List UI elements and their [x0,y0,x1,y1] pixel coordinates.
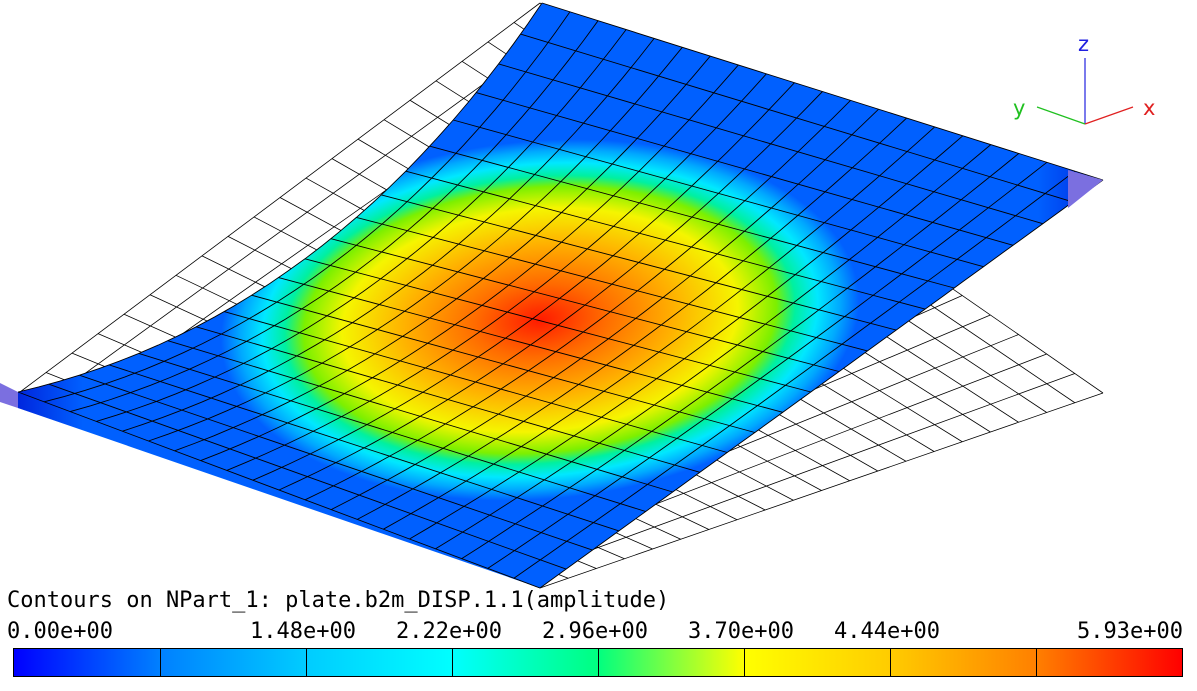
deformed-mesh-line [200,64,739,462]
x-axis-line [1084,106,1134,125]
deformed-mesh-line [174,55,711,452]
deformed-mesh-line [278,91,823,491]
colorbar-tick-label: 0.00e+00 [7,619,113,644]
surface-shading [18,3,1103,588]
deformed-mesh-line [539,179,1104,589]
colorbar-divider [306,649,307,676]
contour-fill [18,3,1103,588]
deformed-mesh-line [226,73,767,471]
support-patch [1068,170,1103,208]
support-patch [0,383,18,408]
x-axis-label: x [1143,96,1156,120]
colorbar-divider [890,649,891,676]
deformed-mesh-line [487,161,1048,569]
deformed-mesh-line [330,108,879,511]
colorbar-divider [598,649,599,676]
deformed-mesh-line [122,38,655,432]
y-axis-line [1036,106,1086,125]
deformed-mesh-line [17,2,543,393]
deformed-mesh-line [96,29,627,422]
colorbar-tick-label: 2.22e+00 [396,619,502,644]
deformed-mesh-line [435,144,992,550]
deformed-mesh-line [304,100,851,501]
contour-title: Contours on NPart_1: plate.b2m_DISP.1.1(… [7,588,670,613]
colorbar-divider [160,649,161,676]
deformed-mesh-line [513,170,1076,579]
deformed-mesh-line [148,47,683,442]
colorbar-tick-label: 5.93e+00 [1077,619,1183,644]
z-axis-label: z [1078,32,1090,56]
colorbar-divider [452,649,453,676]
colorbar-tick-label: 1.48e+00 [250,619,356,644]
deformed-mesh-line [461,153,1020,559]
deformed-mesh-line [357,117,908,520]
deformed-mesh-line [409,135,964,540]
y-axis-label: y [1013,96,1026,120]
colorbar-tick-label: 3.70e+00 [688,619,794,644]
deformed-mesh-line [43,11,571,403]
contour-colorbar [13,648,1183,677]
boundary-supports [0,170,1103,408]
deformed-mesh-line [70,20,599,413]
deformed-mesh [17,2,1104,589]
deformed-mesh-line [383,126,936,530]
deformed-mesh-line [252,82,795,481]
colorbar-divider [1036,649,1037,676]
colorbar-tick-label: 2.96e+00 [542,619,648,644]
colorbar-tick-label: 4.44e+00 [834,619,940,644]
colorbar-divider [744,649,745,676]
